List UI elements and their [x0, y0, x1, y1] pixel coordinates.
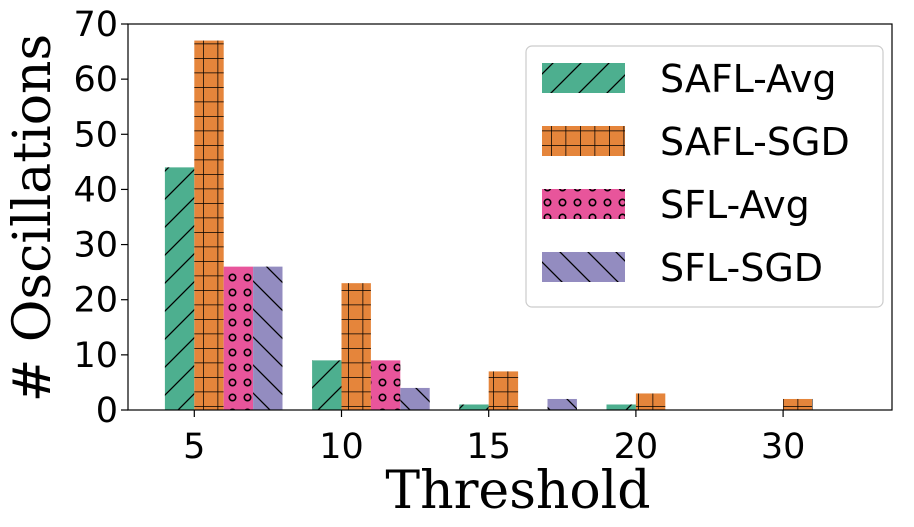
y-tick-label: 30	[73, 226, 118, 266]
legend-item: SFL-SGD	[542, 246, 823, 290]
legend-label: SFL-Avg	[660, 183, 810, 227]
legend-label: SFL-SGD	[660, 246, 823, 290]
bar	[606, 404, 636, 410]
x-tick-label: 10	[319, 427, 364, 467]
legend-label: SAFL-Avg	[660, 57, 836, 101]
y-tick-label: 50	[73, 115, 118, 155]
bar	[547, 398, 577, 410]
x-tick-label: 5	[183, 427, 205, 467]
legend-item: SAFL-SGD	[542, 120, 850, 164]
legend-label: SAFL-SGD	[660, 120, 850, 164]
y-tick-label: 60	[73, 60, 118, 100]
y-tick-label: 0	[96, 391, 118, 431]
y-axis-ticks: 0 10 20 30 40 50 60 70	[73, 5, 128, 431]
bar	[223, 266, 254, 410]
bars-layer	[164, 40, 813, 411]
y-tick-label: 20	[73, 281, 118, 321]
x-tick-label: 15	[466, 427, 511, 467]
legend-item: SFL-Avg	[542, 183, 810, 227]
legend-item: SAFL-Avg	[542, 57, 836, 101]
y-tick-label: 10	[73, 336, 118, 376]
bar	[194, 40, 224, 411]
axes-layer	[127, 23, 893, 411]
plot-frame	[127, 23, 893, 411]
y-axis-title: # Oscillations	[3, 34, 63, 402]
legend-frame	[525, 45, 884, 308]
bar	[164, 167, 195, 410]
bar	[459, 404, 489, 410]
x-tick-label: 20	[614, 427, 659, 467]
bar	[783, 398, 813, 410]
bar	[635, 393, 666, 410]
bar	[253, 266, 283, 410]
x-axis-ticks: 5 10 15 20 30	[183, 410, 805, 467]
bar	[312, 360, 342, 410]
bar	[370, 360, 401, 410]
y-tick-label: 40	[73, 170, 118, 210]
bar	[400, 387, 430, 410]
bar	[341, 283, 371, 410]
x-tick-label: 30	[761, 427, 806, 467]
legend: SAFL-Avg SAFL-SGD SFL-Avg SFL-SGD	[525, 45, 884, 308]
y-tick-label: 70	[73, 5, 118, 45]
x-axis-title: Threshold	[385, 461, 650, 521]
bar	[488, 371, 519, 410]
